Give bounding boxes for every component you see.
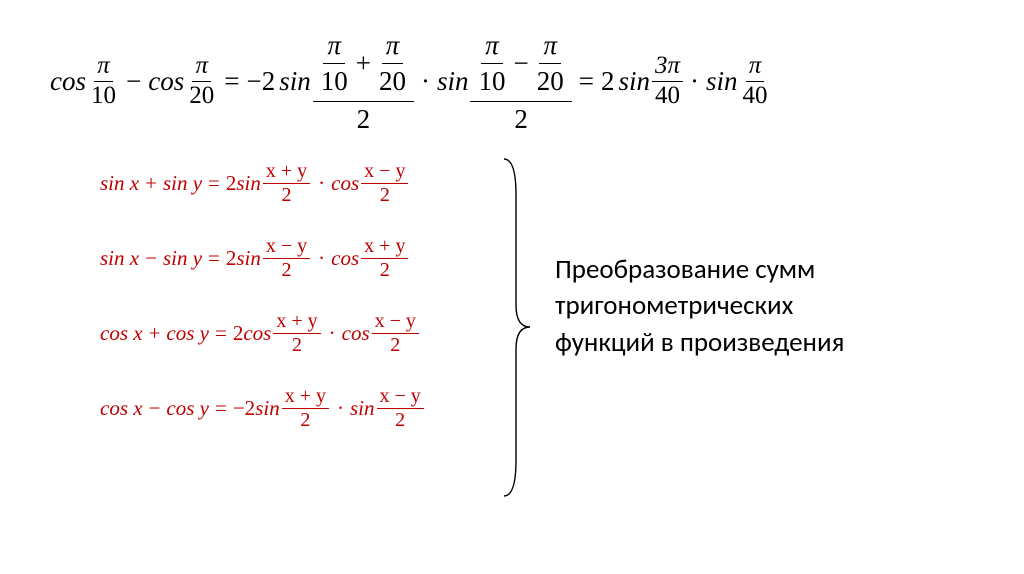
main-equation: cos π 10 − cos π 20 = −2 sin π10 + π20 2… [50, 26, 980, 137]
bigfrac-sum: π10 + π20 2 [313, 26, 414, 137]
formula-block: sin x + sin y = 2 sin x + y2 · cos x − y… [100, 160, 500, 460]
fn-cos: cos [148, 66, 184, 97]
minus-op: − [126, 66, 141, 97]
coeff: −2 [246, 66, 275, 97]
frac-pi-40: π 40 [740, 52, 771, 111]
equals: = [224, 66, 239, 97]
fn-sin: sin [279, 66, 311, 97]
annotation-line-1: Преобразование сумм [555, 252, 844, 288]
formula-cos-plus-cos: cos x + cos y = 2 cos x + y2 · cos x − y… [100, 310, 500, 357]
fn-sin: sin [706, 66, 738, 97]
coeff: 2 [601, 66, 615, 97]
formula-cos-minus-cos: cos x − cos y = −2 sin x + y2 · sin x − … [100, 385, 500, 432]
frac-pi-10: π 10 [88, 52, 119, 111]
annotation-line-2: тригонометрических [555, 288, 844, 324]
page: cos π 10 − cos π 20 = −2 sin π10 + π20 2… [0, 0, 1024, 574]
fn-cos: cos [50, 66, 86, 97]
brace-icon [498, 155, 534, 500]
formula-sin-plus-sin: sin x + sin y = 2 sin x + y2 · cos x − y… [100, 160, 500, 207]
fn-sin: sin [437, 66, 469, 97]
equals: = [579, 66, 594, 97]
bigfrac-diff: π10 − π20 2 [470, 26, 571, 137]
formula-sin-minus-sin: sin x − sin y = 2 sin x − y2 · cos x + y… [100, 235, 500, 282]
annotation-line-3: функций в произведения [555, 325, 844, 361]
frac-3pi-40: 3π 40 [652, 52, 683, 111]
dot-op: · [421, 66, 430, 97]
dot-op: · [690, 66, 699, 97]
fn-sin: sin [618, 66, 650, 97]
frac-pi-20: π 20 [186, 52, 217, 111]
annotation-text: Преобразование сумм тригонометрических ф… [555, 252, 844, 361]
